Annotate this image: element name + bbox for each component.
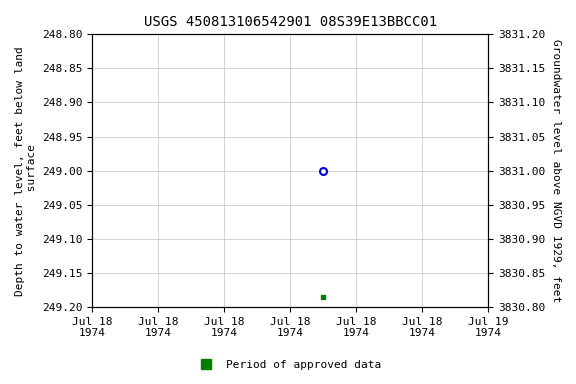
Legend: Period of approved data: Period of approved data xyxy=(191,356,385,375)
Y-axis label: Groundwater level above NGVD 1929, feet: Groundwater level above NGVD 1929, feet xyxy=(551,39,561,302)
Title: USGS 450813106542901 08S39E13BBCC01: USGS 450813106542901 08S39E13BBCC01 xyxy=(144,15,437,29)
Y-axis label: Depth to water level, feet below land
 surface: Depth to water level, feet below land su… xyxy=(15,46,37,296)
